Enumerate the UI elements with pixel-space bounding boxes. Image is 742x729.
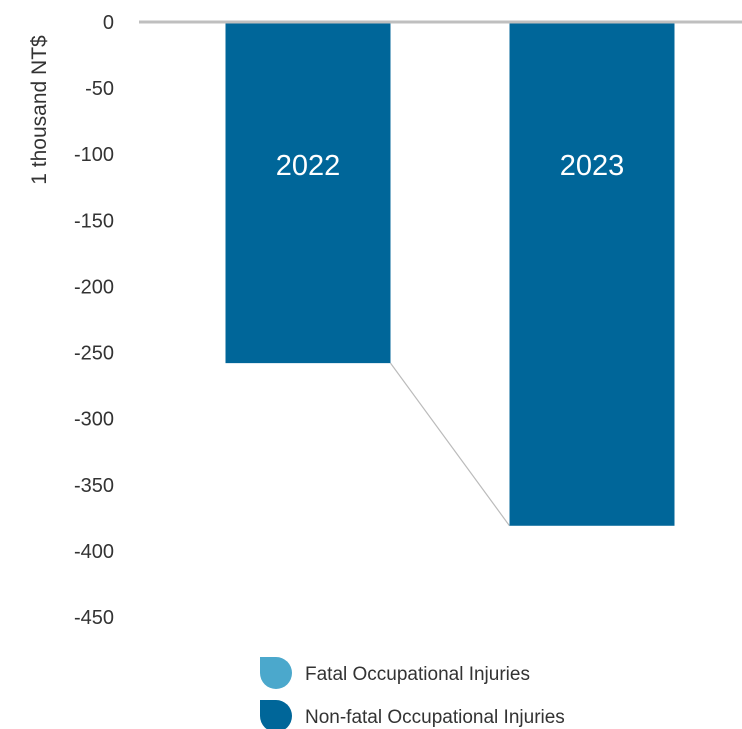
y-tick-label: -100 [74,144,114,166]
y-tick-label: -350 [74,475,114,497]
legend-label-0: Fatal Occupational Injuries [305,664,530,685]
y-axis-ticks: 0 -50 -100 -150 -200 -250 -300 -350 -400 -450 [74,12,114,629]
connector-line [390,362,510,527]
legend-swatch-1 [260,700,292,729]
y-tick-label: -400 [74,541,114,563]
y-tick-label: -150 [74,210,114,232]
y-tick-label: -50 [85,78,114,100]
y-axis-title: 1 thousand NT$ [28,35,51,185]
legend-swatch-0 [260,657,292,689]
bar-2023-series-1 [509,22,675,526]
bar-label-2022: 2022 [276,150,341,182]
bar-labels: 2022 2023 [276,150,625,182]
legend-label-1: Non-fatal Occupational Injuries [305,707,565,728]
y-tick-label: -250 [74,343,114,365]
y-tick-label: 0 [103,12,114,34]
bar-label-2023: 2023 [560,150,625,182]
bars [225,22,675,526]
y-tick-label: -300 [74,409,114,431]
bar-connectors [390,362,510,527]
bar-2022-series-1 [225,22,391,364]
legend: Fatal Occupational Injuries Non-fatal Occ… [260,657,565,729]
y-tick-label: -450 [74,607,114,629]
y-tick-label: -200 [74,276,114,298]
